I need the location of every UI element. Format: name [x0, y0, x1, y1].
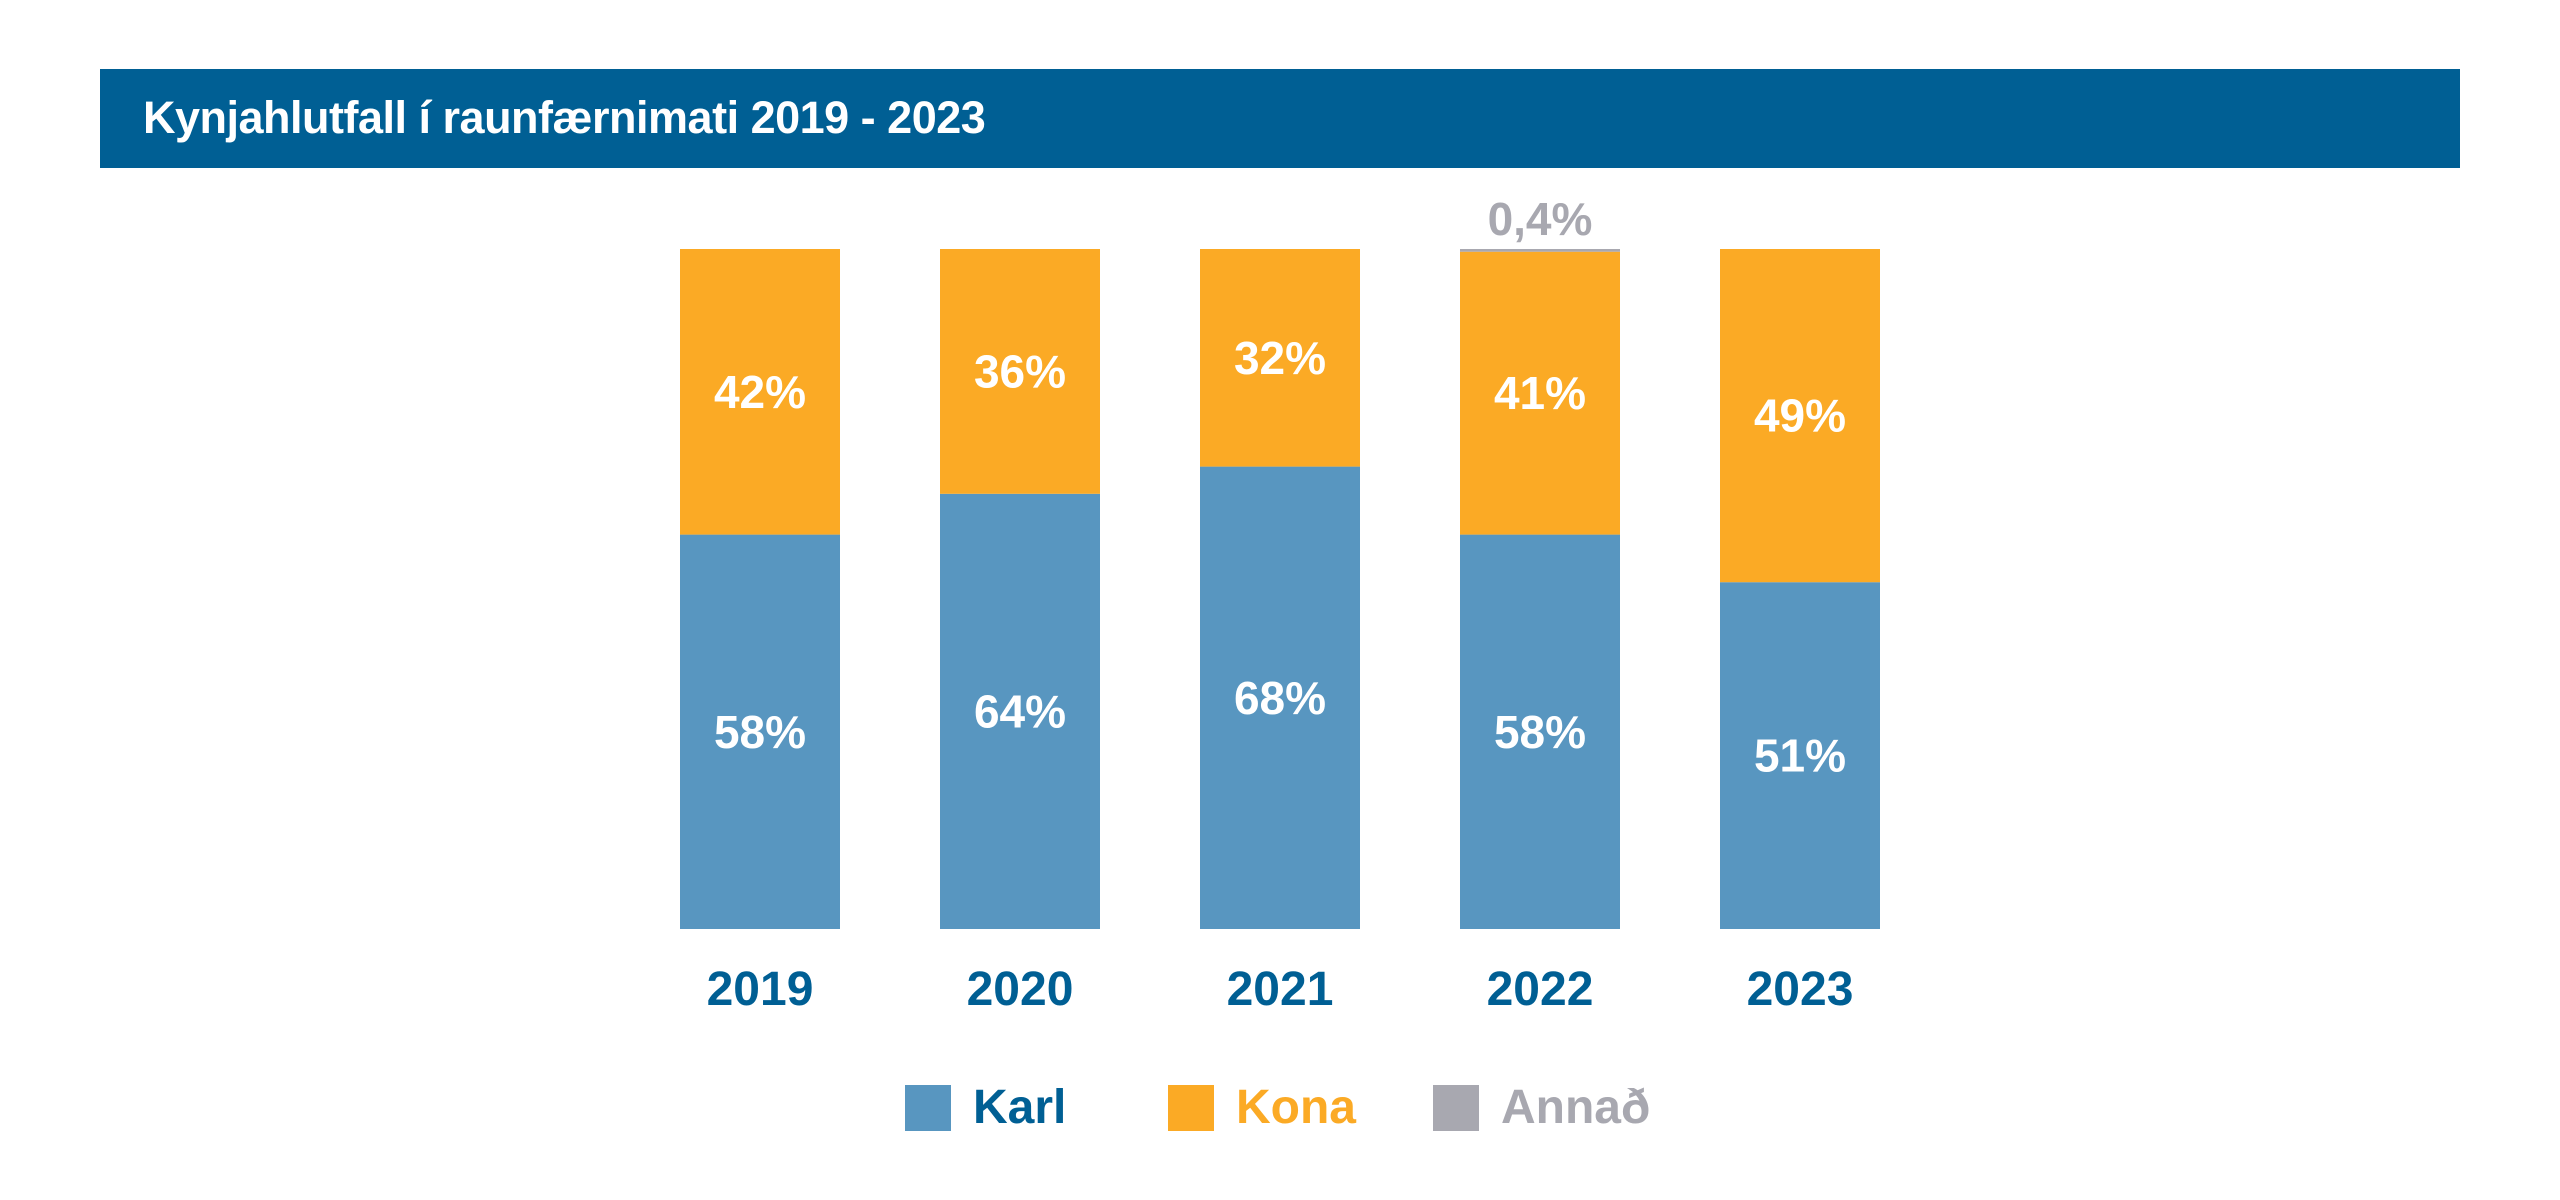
data-label-karl-2022: 58%: [1494, 706, 1586, 758]
data-label-karl-2023: 51%: [1754, 730, 1846, 782]
bar-segment-kona-2022: [1460, 251, 1620, 535]
data-label-karl-2020: 64%: [974, 685, 1066, 737]
x-tick-label-2019: 2019: [707, 963, 814, 1016]
legend-label-annað: Annað: [1501, 1081, 1651, 1134]
data-label-kona-2023: 49%: [1754, 390, 1846, 442]
data-label-kona-2021: 32%: [1234, 332, 1326, 384]
bar-segment-karl-2023: [1720, 582, 1880, 929]
bar-segment-karl-2021: [1200, 466, 1360, 929]
bar-segment-karl-2020: [940, 493, 1100, 929]
data-label-karl-2019: 58%: [714, 706, 806, 758]
x-tick-label-2021: 2021: [1227, 963, 1334, 1016]
chart-title: Kynjahlutfall í raunfærnimati 2019 - 202…: [143, 92, 986, 143]
legend-item-kona: Kona: [1168, 1080, 1356, 1136]
x-tick-label-2020: 2020: [967, 963, 1074, 1016]
legend-label-kona: Kona: [1236, 1081, 1356, 1134]
data-label-annað-2022: 0,4%: [1488, 193, 1593, 245]
bar-segment-karl-2022: [1460, 534, 1620, 929]
legend-swatch-karl: [905, 1085, 951, 1131]
bar-segment-kona-2023: [1720, 249, 1880, 583]
bar-segment-kona-2020: [940, 249, 1100, 494]
data-label-karl-2021: 68%: [1234, 672, 1326, 724]
data-label-kona-2019: 42%: [714, 366, 806, 418]
bar-segment-kona-2021: [1200, 249, 1360, 467]
legend-swatch-annað: [1433, 1085, 1479, 1131]
legend-item-annað: Annað: [1433, 1080, 1650, 1136]
title-banner: [100, 69, 2460, 168]
x-tick-label-2022: 2022: [1487, 963, 1594, 1016]
bar-segment-kona-2019: [680, 249, 840, 535]
legend-item-karl: Karl: [905, 1080, 1066, 1136]
data-label-kona-2022: 41%: [1494, 367, 1586, 419]
x-tick-label-2023: 2023: [1747, 963, 1854, 1016]
bar-segment-annað-2022: [1460, 249, 1620, 252]
data-label-kona-2020: 36%: [974, 345, 1066, 397]
legend-swatch-kona: [1168, 1085, 1214, 1131]
bar-segment-karl-2019: [680, 534, 840, 929]
legend-label-karl: Karl: [973, 1081, 1067, 1134]
